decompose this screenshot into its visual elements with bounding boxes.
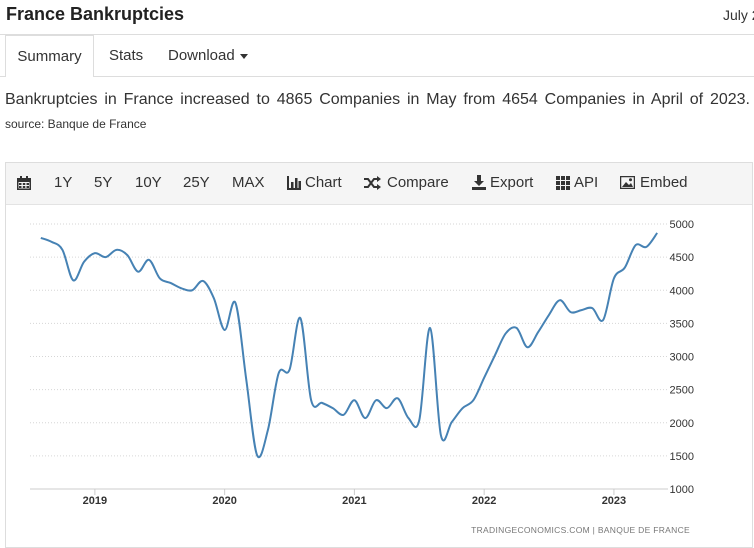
tab[interactable]: Summary [5,35,94,77]
credit: TRADINGECONOMICS.COM | BANQUE DE FRANCE [471,525,690,535]
toolbar-button[interactable]: Compare [387,174,449,191]
y-tick-label: 3500 [670,318,694,330]
toolbar-button[interactable]: Export [490,174,534,191]
compare-icon [364,176,381,190]
source: source: Banque de France [5,117,147,131]
tab[interactable]: Stats [109,47,144,64]
summary-text: Bankruptcies in France increased to 4865… [5,91,750,108]
y-tick-label: 2500 [670,385,694,397]
chart: 1000 1500 2000 2500 3000 3500 4000 4500 5000 2019… [30,219,694,535]
x-tick-label: 2022 [472,495,496,507]
y-tick-label: 4500 [670,252,694,264]
x-tick-label: 2020 [212,495,236,507]
embed-icon [620,176,635,189]
y-tick-label: 1000 [670,484,694,496]
range-button[interactable]: 1Y [54,174,73,191]
toolbar-button[interactable]: Chart [305,174,342,191]
y-tick-label: 3000 [670,352,694,364]
divider [0,76,754,77]
range-button[interactable]: 25Y [183,174,210,191]
x-tick-label: 2021 [342,495,366,507]
date: July 2 [723,7,754,23]
y-tick-label: 5000 [670,219,694,231]
y-tick-label: 2000 [670,418,694,430]
range-button[interactable]: 5Y [94,174,113,191]
x-tick-label: 2023 [602,495,626,507]
calendar-icon[interactable] [17,176,31,190]
y-tick-label: 4000 [670,285,694,297]
page-title: France Bankruptcies [6,4,185,24]
range-button[interactable]: 10Y [135,174,162,191]
chart-icon [287,176,301,190]
divider [0,34,754,35]
x-tick-label: 2019 [83,495,107,507]
toolbar-button[interactable]: Embed [640,174,688,191]
tab[interactable]: Download [168,47,235,64]
toolbar-button[interactable]: API [574,174,599,191]
export-icon [472,175,486,190]
range-button[interactable]: MAX [232,174,265,191]
api-icon [556,176,570,190]
caret [240,54,248,59]
data-line [40,232,658,459]
y-tick-label: 1500 [670,451,694,463]
